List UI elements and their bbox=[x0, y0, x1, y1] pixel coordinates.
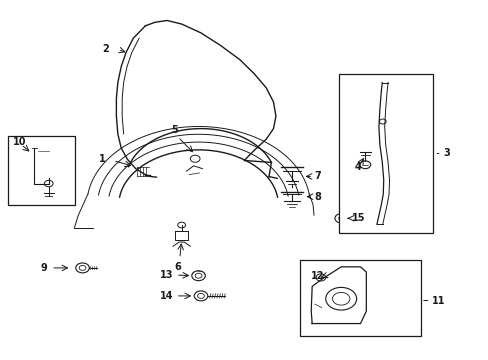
Text: 13: 13 bbox=[159, 270, 173, 280]
Text: 7: 7 bbox=[314, 171, 321, 181]
FancyBboxPatch shape bbox=[338, 74, 432, 233]
Text: 10: 10 bbox=[13, 137, 27, 147]
Text: 6: 6 bbox=[174, 262, 181, 272]
Text: 1: 1 bbox=[98, 154, 105, 165]
Text: 14: 14 bbox=[159, 291, 173, 301]
Text: 15: 15 bbox=[351, 213, 365, 223]
FancyBboxPatch shape bbox=[300, 260, 420, 336]
Text: 11: 11 bbox=[431, 296, 445, 306]
Text: 5: 5 bbox=[171, 125, 178, 135]
Text: 12: 12 bbox=[310, 271, 324, 282]
Text: 2: 2 bbox=[102, 44, 109, 54]
Text: 8: 8 bbox=[314, 192, 321, 202]
Text: 3: 3 bbox=[443, 148, 449, 158]
Text: 9: 9 bbox=[41, 263, 47, 273]
Text: 4: 4 bbox=[354, 162, 361, 171]
FancyBboxPatch shape bbox=[8, 136, 75, 205]
